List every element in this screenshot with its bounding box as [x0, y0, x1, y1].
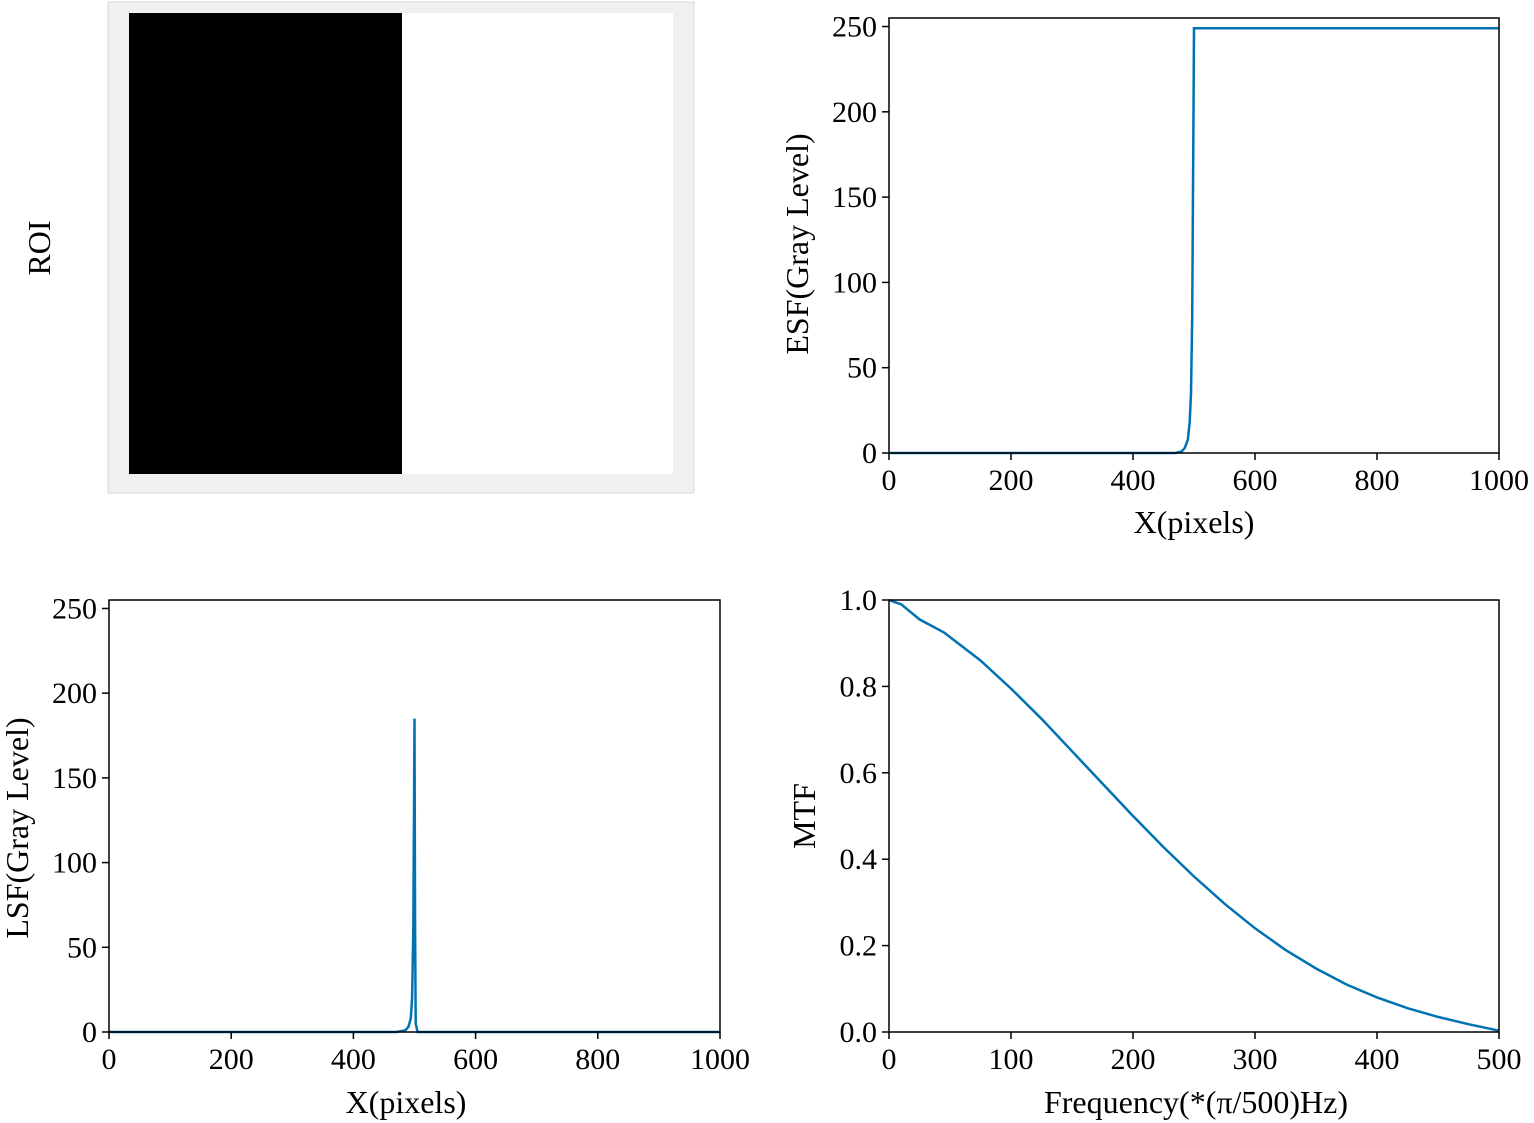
mtf-ytick-label: 0.6 — [840, 757, 878, 790]
roi-label: ROI — [21, 220, 57, 275]
mtf-ytick-label: 0.2 — [840, 930, 878, 963]
lsf-panel: 0 200 400 600 800 1000 0 50 100 150 200 250 X(pixel… — [0, 592, 750, 1120]
esf-ytick-label: 100 — [832, 266, 877, 299]
mtf-xtick-label: 500 — [1477, 1043, 1522, 1076]
esf-xtick-label: 1000 — [1469, 464, 1529, 497]
lsf-ytick-label: 0 — [82, 1016, 97, 1049]
esf-panel: 0 200 400 600 800 1000 0 50 100 150 200 250 X(pixel… — [779, 11, 1529, 540]
lsf-xtick-label: 0 — [102, 1043, 117, 1076]
mtf-ylabel: MTF — [786, 783, 822, 849]
esf-xtick-label: 200 — [989, 464, 1034, 497]
esf-curve — [889, 26, 1499, 455]
mtf-xlabel: Frequency(*(π/500)Hz) — [1044, 1084, 1348, 1120]
roi-bright-region — [402, 13, 673, 474]
mtf-ytick-label: 0.4 — [840, 843, 878, 876]
esf-ylabel: ESF(Gray Level) — [779, 133, 815, 354]
lsf-ytick-label: 200 — [52, 677, 97, 710]
lsf-xtick-label: 200 — [209, 1043, 254, 1076]
lsf-xtick-label: 1000 — [690, 1043, 750, 1076]
lsf-ticks: 0 200 400 600 800 1000 0 50 100 150 200 250 — [52, 592, 750, 1076]
mtf-xtick-label: 0 — [882, 1043, 897, 1076]
lsf-ylabel: LSF(Gray Level) — [0, 717, 35, 938]
mtf-ytick-label: 0.8 — [840, 670, 878, 703]
lsf-axes-frame — [108, 599, 721, 1033]
lsf-ytick-label: 50 — [67, 931, 97, 964]
lsf-xtick-label: 400 — [331, 1043, 376, 1076]
esf-xtick-label: 600 — [1233, 464, 1278, 497]
mtf-ticks: 0 100 200 300 400 500 0.0 0.2 0.4 0.6 0.8 1.0 — [840, 584, 1522, 1076]
lsf-ytick-label: 150 — [52, 762, 97, 795]
lsf-ytick-label: 100 — [52, 847, 97, 880]
lsf-xlabel: X(pixels) — [346, 1084, 467, 1120]
mtf-curve — [888, 598, 1500, 1032]
esf-ytick-label: 50 — [847, 352, 877, 385]
mtf-xtick-label: 400 — [1355, 1043, 1400, 1076]
lsf-xtick-label: 600 — [453, 1043, 498, 1076]
mtf-ytick-label: 0.0 — [840, 1016, 878, 1049]
esf-ytick-label: 0 — [862, 437, 877, 470]
esf-xtick-label: 0 — [882, 464, 897, 497]
roi-panel: ROI — [21, 1, 695, 494]
esf-ticks: 0 200 400 600 800 1000 0 50 100 150 200 250 — [832, 11, 1529, 497]
esf-ytick-label: 150 — [832, 181, 877, 214]
roi-dark-region — [129, 13, 402, 474]
mtf-panel: 0 100 200 300 400 500 0.0 0.2 0.4 0.6 0.8 1.0 Frequ… — [786, 584, 1522, 1120]
mtf-axes-frame — [888, 599, 1500, 1033]
mtf-xtick-label: 100 — [989, 1043, 1034, 1076]
esf-ytick-label: 200 — [832, 96, 877, 129]
mtf-xtick-label: 300 — [1233, 1043, 1278, 1076]
esf-xtick-label: 400 — [1111, 464, 1156, 497]
mtf-xtick-label: 200 — [1111, 1043, 1156, 1076]
esf-xtick-label: 800 — [1355, 464, 1400, 497]
esf-xlabel: X(pixels) — [1134, 504, 1255, 540]
esf-axes-frame — [888, 17, 1500, 454]
lsf-ytick-label: 250 — [52, 592, 97, 625]
mtf-ytick-label: 1.0 — [840, 584, 878, 617]
lsf-curve — [109, 718, 720, 1034]
esf-ytick-label: 250 — [832, 11, 877, 44]
lsf-xtick-label: 800 — [575, 1043, 620, 1076]
